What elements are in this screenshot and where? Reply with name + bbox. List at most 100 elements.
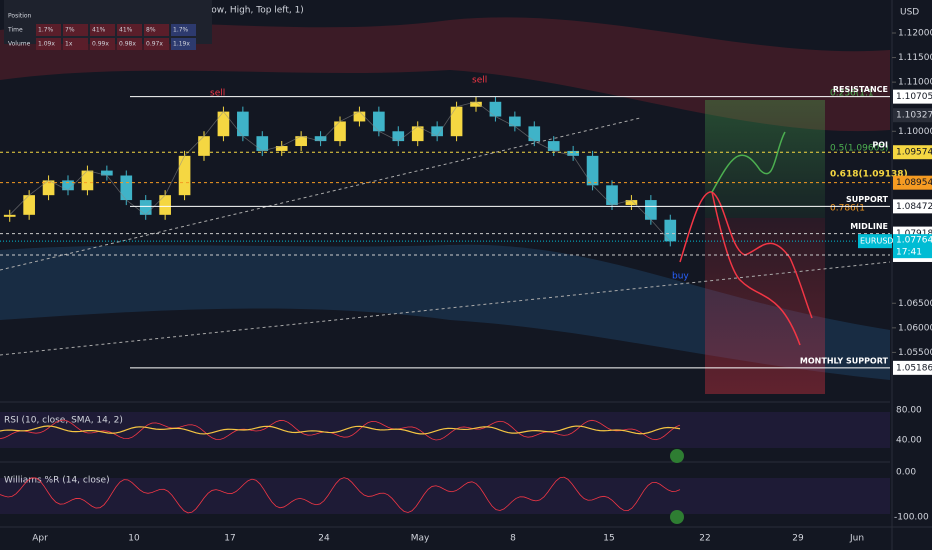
row-name: Volume <box>8 41 31 48</box>
candle <box>3 214 16 217</box>
cell-text: 8% <box>146 27 156 34</box>
cell-text: 1.7% <box>38 27 54 34</box>
rsi-ma <box>0 425 681 435</box>
price-tick: 1.12000 <box>898 29 932 39</box>
price-badge <box>893 360 932 375</box>
price-badge-text: 1.10327 <box>896 111 932 121</box>
projection-path <box>711 191 801 346</box>
cell-text: 1.7% <box>173 27 189 34</box>
candle <box>295 136 307 147</box>
price-badge-text: 1.08472 <box>896 202 932 212</box>
level-label: SUPPORT <box>846 195 889 204</box>
date-label: 22 <box>699 534 710 544</box>
cell-text: 0.98x <box>119 41 136 48</box>
date-label: 8 <box>510 534 516 544</box>
signal-dot <box>670 510 684 524</box>
cell <box>144 24 169 36</box>
rsi-band <box>0 412 890 448</box>
candle <box>450 106 463 137</box>
stats-table <box>4 0 212 44</box>
price-tick: 1.11500 <box>898 53 932 63</box>
cell-text: 1x <box>65 41 73 48</box>
candle <box>547 141 560 151</box>
candle <box>334 121 346 142</box>
axis-unit: USD <box>900 8 919 18</box>
row-name: Time <box>7 27 23 34</box>
price-badge <box>893 145 932 160</box>
countdown: 17:41 <box>896 248 922 258</box>
fib-label: 0.618(1.09138) <box>830 170 908 180</box>
candle <box>42 180 55 196</box>
candle <box>489 101 502 117</box>
price-badge-text: 1.09574 <box>896 148 932 158</box>
candle <box>178 155 191 196</box>
price-tick: 1.05500 <box>898 348 932 358</box>
wr-band <box>0 478 890 514</box>
target-zone <box>705 100 825 218</box>
date-label: 10 <box>128 534 140 544</box>
price-badge <box>893 89 932 104</box>
level-label: MONTHLY SUPPORT <box>800 356 889 365</box>
lower-band <box>0 244 890 380</box>
level-label: POI <box>872 141 888 150</box>
date-label: Apr <box>32 534 48 544</box>
candle <box>392 131 405 142</box>
trendline <box>0 117 641 271</box>
candle <box>139 200 152 215</box>
symbol-badge <box>858 234 892 249</box>
date-label: 29 <box>792 534 804 544</box>
date-label: 15 <box>603 534 614 544</box>
signal: sell <box>210 89 225 99</box>
candle <box>62 180 74 191</box>
date-label: 24 <box>318 534 330 544</box>
price-badge <box>893 108 932 123</box>
projection-path <box>711 131 786 193</box>
date-label: Jun <box>849 534 864 544</box>
price-badge <box>893 175 932 190</box>
symbol: EURUSD <box>860 237 894 246</box>
wr-line <box>0 476 681 514</box>
price-tick: 1.06500 <box>898 299 932 309</box>
candle <box>528 126 541 142</box>
date-label: 17 <box>224 534 235 544</box>
level-label: MIDLINE <box>850 222 888 231</box>
upper-band <box>0 17 890 132</box>
fib-label: 0.236(1.1 <box>830 89 874 99</box>
price-badge-text: 1.10705 <box>896 92 932 102</box>
cell <box>36 24 61 36</box>
cell-text: 7% <box>65 27 75 34</box>
candle <box>237 111 249 137</box>
candle <box>353 111 366 122</box>
wr-tick: -100.00 <box>894 513 929 523</box>
wr-title: Williams %R (14, close) <box>4 476 110 486</box>
candle <box>373 111 385 132</box>
cell <box>144 38 169 50</box>
candle <box>431 126 443 137</box>
signal-dot <box>670 449 684 463</box>
candle <box>120 175 133 201</box>
wr-tick: 0.00 <box>896 468 916 478</box>
candle <box>23 195 35 215</box>
candle <box>606 185 618 205</box>
date-label: May <box>411 534 430 544</box>
candle <box>101 170 113 176</box>
cell <box>171 38 196 50</box>
rsi-tick: 40.00 <box>896 436 922 446</box>
signal: buy <box>672 272 689 282</box>
cell <box>90 38 115 50</box>
candle <box>586 155 599 186</box>
last-price: 1.07764 <box>896 236 932 246</box>
fib-label: 0.786(1 <box>830 204 865 214</box>
cell <box>36 38 61 50</box>
cell <box>117 38 142 50</box>
candle <box>470 101 482 107</box>
candle <box>275 146 288 151</box>
price-badge <box>893 199 932 214</box>
price-badge-text: 1.07918 <box>896 229 932 239</box>
candle <box>509 116 521 127</box>
candle <box>314 136 327 142</box>
cell <box>117 24 142 36</box>
price-badge-text: 1.05186 <box>896 363 932 373</box>
